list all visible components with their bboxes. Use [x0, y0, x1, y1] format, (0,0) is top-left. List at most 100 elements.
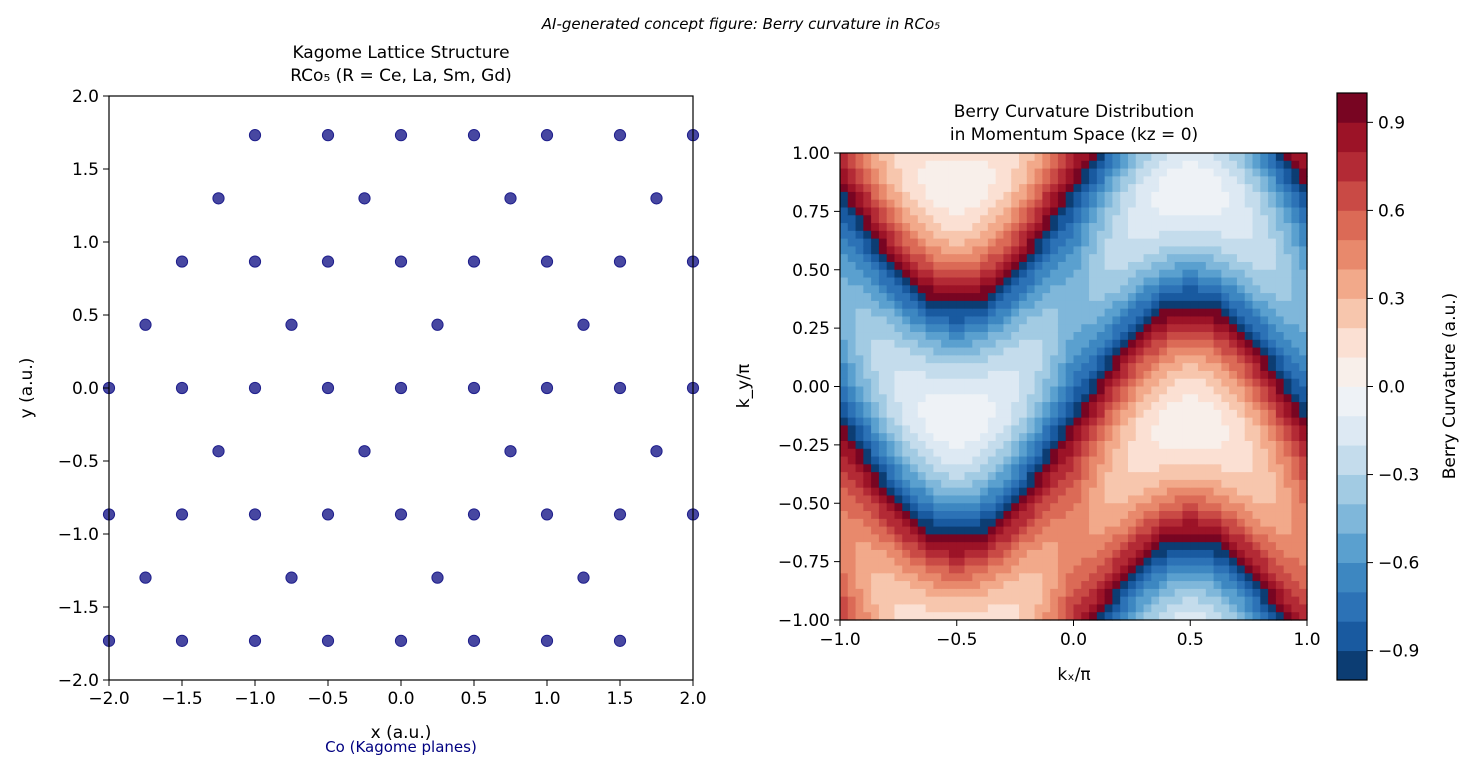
contour-cell [1260, 176, 1269, 185]
contour-cell [917, 573, 927, 582]
contour-cell [863, 417, 872, 427]
contour-cell [1081, 394, 1090, 403]
colorbar-band [1337, 327, 1367, 358]
contour-cell [925, 425, 934, 434]
contour-cell [1011, 596, 1020, 606]
contour-cell [855, 612, 864, 621]
contour-cell [1268, 160, 1277, 170]
contour-cell [1081, 324, 1090, 333]
contour-cell [1213, 308, 1222, 318]
contour-cell [1291, 425, 1300, 434]
contour-cell [1229, 184, 1238, 193]
contour-cell [1151, 176, 1160, 185]
contour-cell [941, 518, 950, 528]
contour-cell [995, 378, 1005, 388]
contour-cell [847, 402, 857, 411]
contour-cell [1252, 300, 1261, 310]
contour-cell [995, 261, 1005, 271]
contour-cell [894, 557, 903, 567]
contour-cell [1042, 433, 1051, 442]
contour-cell [948, 394, 958, 403]
contour-cell [1143, 246, 1152, 255]
contour-cell [1244, 394, 1254, 403]
contour-cell [847, 511, 857, 520]
contour-cell [1182, 238, 1191, 247]
contour-cell [948, 487, 958, 497]
contour-cell [863, 316, 872, 325]
contour-cell [1166, 215, 1176, 224]
contour-cell [941, 300, 950, 310]
contour-cell [1019, 511, 1028, 520]
contour-cell [1252, 269, 1261, 279]
berry-ylabel: k_y/π [734, 364, 754, 408]
contour-cell [980, 464, 989, 473]
contour-cell [1205, 394, 1215, 403]
colorbar-band [1337, 298, 1367, 329]
contour-cell [1112, 324, 1121, 333]
contour-cell [1042, 238, 1051, 247]
contour-cell [1151, 526, 1160, 535]
contour-cell [1011, 223, 1020, 232]
contour-cell [972, 518, 981, 528]
contour-cell [1135, 300, 1145, 310]
colorbar-label: Berry Curvature (a.u.) [1440, 293, 1460, 480]
contour-cell [1003, 355, 1012, 364]
contour-cell [1127, 370, 1137, 380]
contour-cell [894, 472, 903, 481]
contour-cell [1244, 612, 1254, 621]
contour-cell [1182, 409, 1191, 419]
contour-cell [1050, 230, 1059, 240]
contour-cell [1205, 378, 1215, 388]
contour-cell [1065, 573, 1075, 582]
contour-cell [917, 254, 927, 263]
contour-cell [1065, 246, 1075, 255]
contour-cell [902, 191, 911, 201]
contour-cell [995, 316, 1005, 325]
contour-cell [910, 409, 919, 419]
contour-cell [948, 324, 958, 333]
contour-cell [1127, 386, 1137, 395]
contour-cell [1291, 355, 1300, 364]
contour-cell [1042, 176, 1051, 185]
contour-cell [1213, 176, 1222, 185]
contour-cell [902, 518, 911, 528]
contour-cell [886, 495, 896, 504]
contour-cell [1065, 417, 1075, 427]
contour-cell [1112, 518, 1121, 528]
contour-cell [1120, 269, 1129, 279]
contour-cell [1050, 588, 1059, 598]
contour-cell [1213, 402, 1222, 411]
contour-cell [886, 316, 896, 325]
contour-cell [1291, 191, 1300, 201]
contour-cell [894, 223, 903, 232]
contour-cell [1221, 425, 1230, 434]
contour-cell [1089, 573, 1098, 582]
contour-cell [1081, 238, 1090, 247]
contour-cell [1244, 277, 1254, 286]
contour-cell [1042, 604, 1051, 613]
contour-cell [1182, 557, 1191, 567]
contour-cell [1073, 347, 1082, 356]
contour-cell [1104, 153, 1114, 162]
contour-cell [1019, 425, 1028, 434]
contour-cell [987, 588, 997, 598]
contour-cell [1143, 261, 1152, 271]
contour-cell [1096, 370, 1106, 380]
contour-cell [1260, 254, 1269, 263]
contour-cell [886, 440, 896, 450]
contour-cell [964, 269, 973, 279]
contour-cell [1268, 324, 1277, 333]
contour-cell [1252, 277, 1261, 286]
contour-cell [1081, 300, 1090, 310]
contour-cell [1283, 285, 1293, 294]
contour-cell [1026, 285, 1036, 294]
contour-cell [1096, 565, 1106, 574]
contour-cell [1221, 293, 1230, 302]
contour-cell [1291, 588, 1300, 598]
contour-cell [1275, 433, 1285, 442]
contour-cell [1190, 456, 1199, 465]
contour-cell [995, 511, 1005, 520]
contour-cell [1159, 456, 1168, 465]
contour-cell [1268, 261, 1277, 271]
contour-cell [980, 254, 989, 263]
